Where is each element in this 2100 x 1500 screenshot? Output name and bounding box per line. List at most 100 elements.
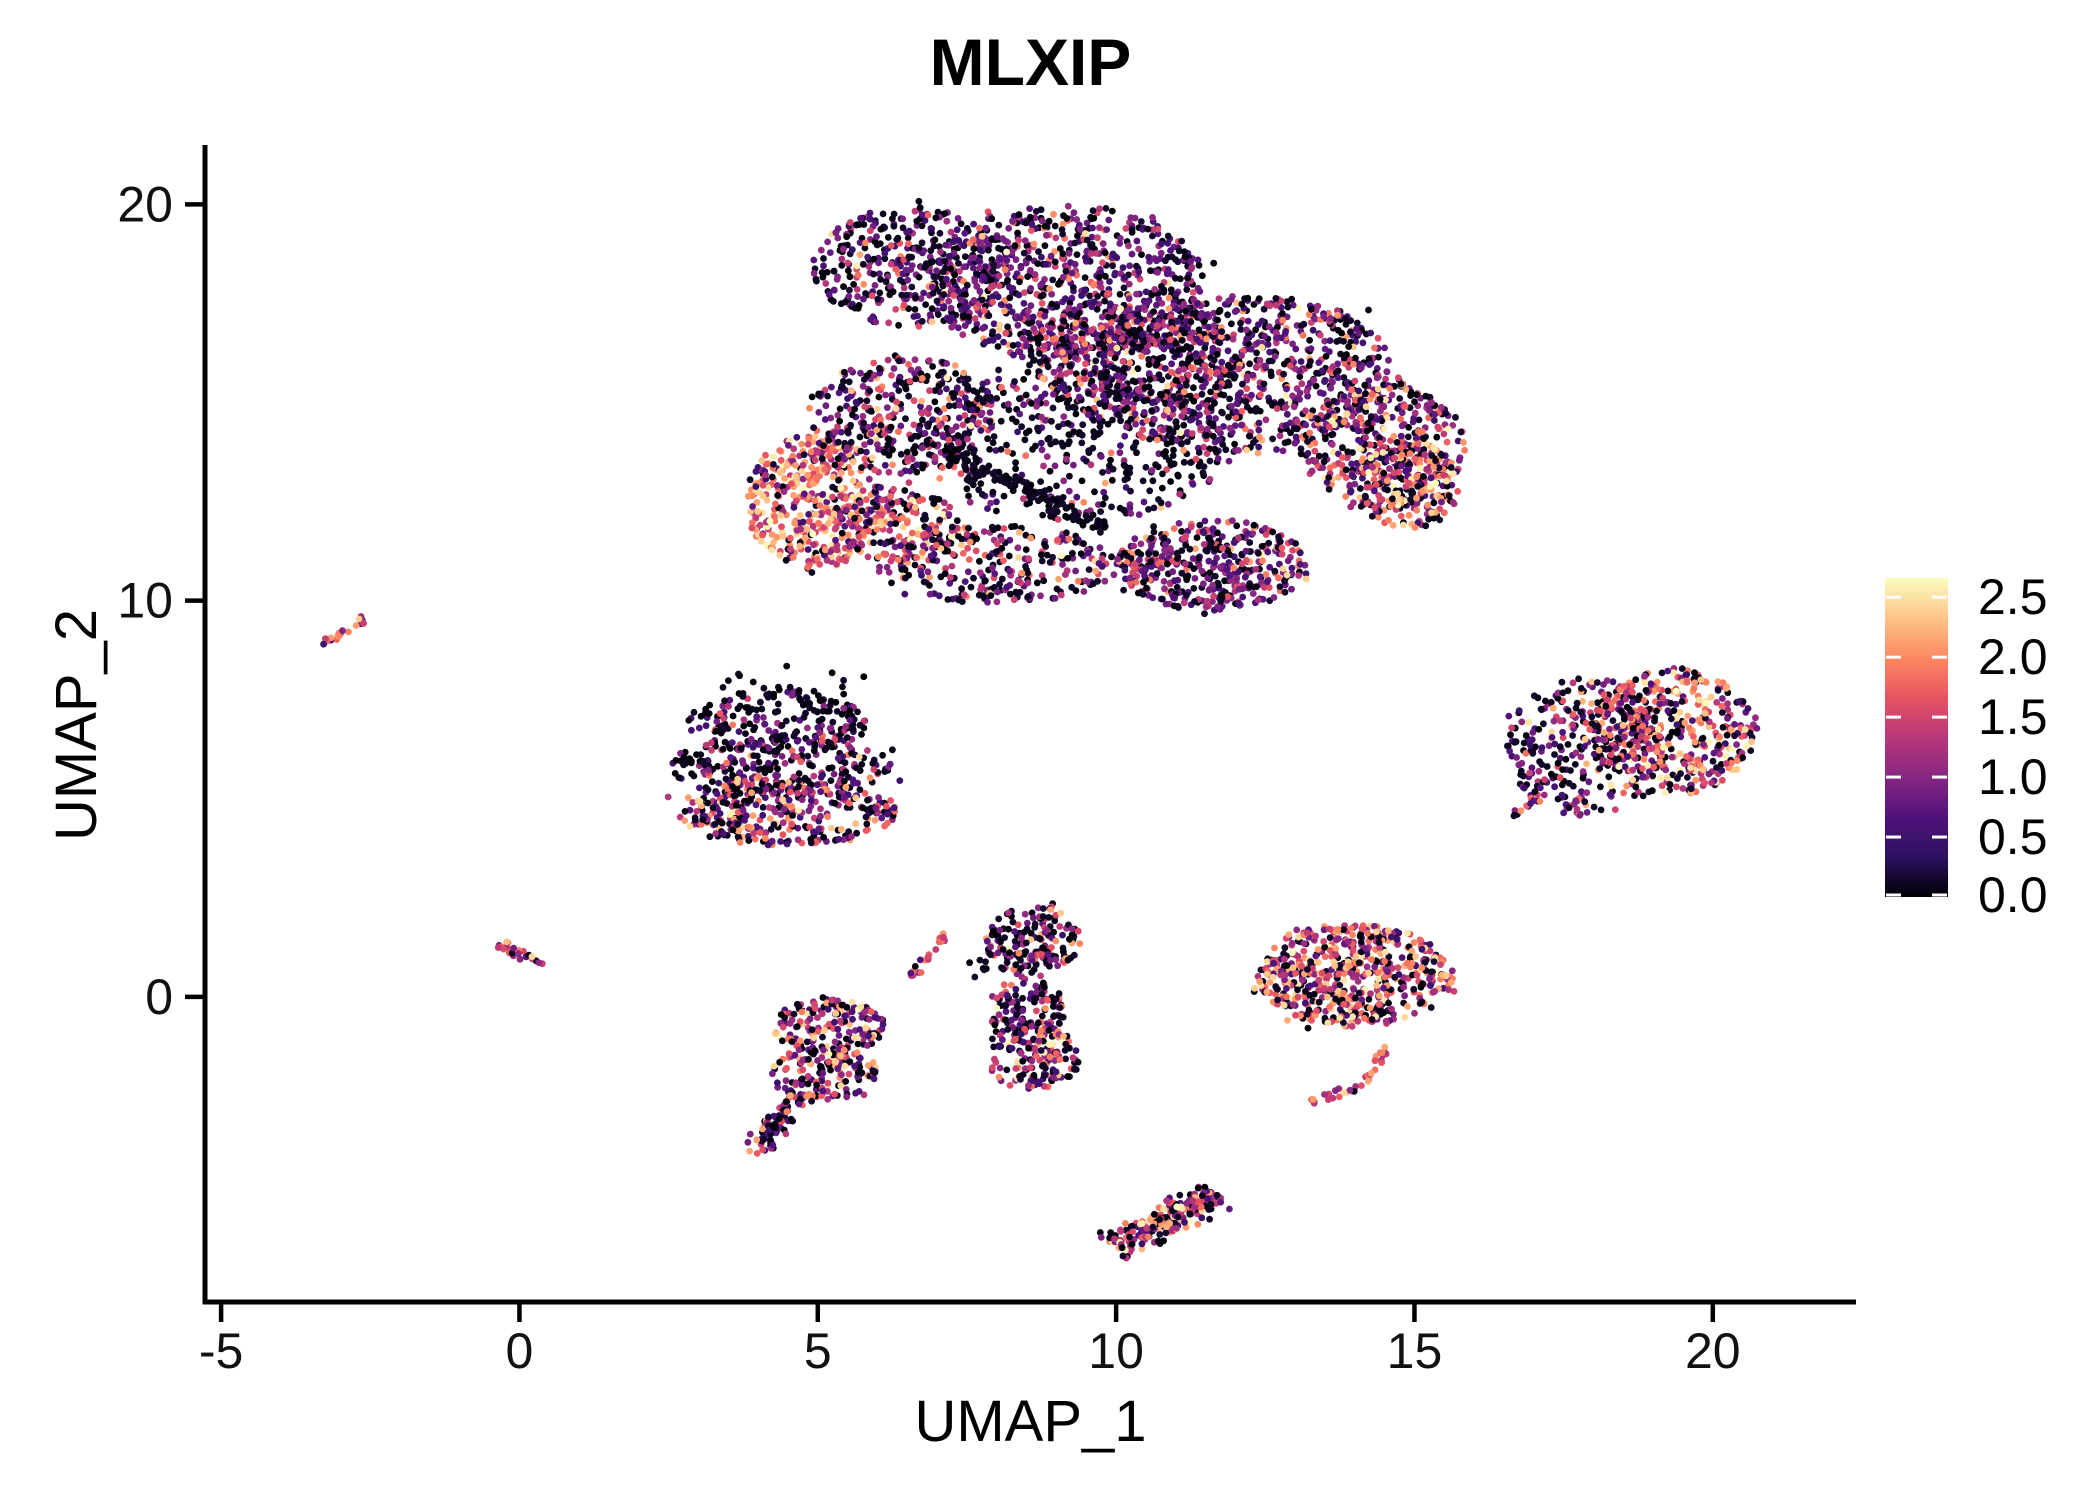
cell-point [830, 510, 838, 518]
cell-point [1108, 553, 1115, 561]
cell-point [757, 537, 765, 545]
cell-point [1052, 234, 1060, 242]
cell-point [1014, 229, 1021, 237]
cell-point [1270, 594, 1278, 601]
cell-point [887, 557, 895, 565]
cell-point [1238, 352, 1245, 359]
cell-point [1148, 291, 1156, 299]
cell-point [931, 273, 938, 280]
cell-point [1060, 317, 1068, 325]
cell-point [1326, 337, 1334, 344]
cell-point [1082, 254, 1089, 261]
cell-point [1130, 542, 1138, 550]
cell-point [1296, 560, 1304, 568]
cell-point [845, 378, 853, 386]
cell-point [1225, 297, 1233, 305]
cell-point [1135, 511, 1143, 518]
cell-point [1016, 395, 1023, 403]
cell-point [1241, 295, 1248, 303]
cell-point [1367, 413, 1375, 420]
cell-point [1304, 438, 1311, 445]
cell-point [1024, 593, 1032, 600]
cell-point [1379, 449, 1387, 456]
cell-point [1054, 536, 1062, 544]
cell-point [858, 464, 865, 471]
cell-point [1155, 496, 1162, 503]
cell-point [826, 452, 833, 460]
cell-point [1235, 447, 1242, 454]
cell-point [951, 271, 958, 279]
cell-point [1125, 328, 1133, 336]
cell-point [948, 286, 955, 293]
cell-point [990, 320, 998, 328]
cell-point [1302, 421, 1310, 429]
cell-point [1200, 541, 1208, 548]
cell-point [1094, 234, 1101, 242]
cell-point [1328, 441, 1336, 448]
cell-point [861, 455, 869, 463]
cell-point [1253, 363, 1261, 370]
cell-point [975, 591, 983, 599]
cell-point [1222, 446, 1230, 454]
cell-point [982, 263, 989, 271]
cell-point [925, 525, 933, 533]
cell-point [1164, 266, 1172, 273]
cell-point [961, 412, 969, 419]
cell-point [1226, 572, 1233, 580]
cell-point [1064, 554, 1072, 562]
cell-point [1084, 411, 1092, 418]
cell-point [1196, 339, 1204, 346]
cell-point [895, 387, 903, 394]
cell-point [926, 582, 933, 589]
cell-point [1238, 407, 1246, 415]
cell-point [1049, 276, 1057, 284]
cell-point [1182, 560, 1189, 568]
cell-point [866, 209, 874, 217]
cell-point [1014, 321, 1022, 329]
cell-point [1264, 548, 1272, 556]
cell-point [1101, 577, 1109, 585]
cell-point [966, 498, 974, 506]
cell-point [1187, 258, 1194, 266]
cell-point [1187, 265, 1195, 273]
cell-point [1235, 534, 1242, 542]
cell-point [1229, 335, 1237, 343]
cell-point [953, 517, 961, 525]
cell-point [989, 267, 997, 275]
cell-point [1117, 417, 1124, 425]
cell-point [1283, 410, 1291, 418]
cell-point [1153, 570, 1161, 577]
cell-point [1311, 447, 1319, 455]
cell-point [903, 448, 911, 456]
cell-point [1418, 488, 1426, 495]
cell-point [1140, 409, 1148, 416]
cell-point [1137, 218, 1145, 225]
cell-point [1320, 458, 1328, 466]
cell-point [1307, 345, 1315, 352]
cell-point [856, 481, 863, 488]
cell-point [987, 592, 995, 599]
cell-point [1098, 324, 1105, 332]
cell-point [1321, 452, 1329, 460]
cell-point [1183, 343, 1191, 350]
cell-point [766, 517, 774, 525]
cell-point [1172, 339, 1180, 347]
cell-point [1000, 338, 1007, 346]
cell-point [940, 303, 948, 310]
cell-point [1260, 380, 1268, 388]
cell-point [1001, 266, 1009, 273]
cell-point [1073, 251, 1081, 258]
cell-point [960, 242, 968, 250]
cell-point [885, 468, 893, 476]
cell-point [1255, 550, 1262, 557]
cell-point [1198, 567, 1206, 575]
cell-point [1069, 284, 1077, 291]
cell-point [1149, 594, 1157, 602]
cell-point [1046, 285, 1053, 292]
cell-point [1005, 225, 1013, 232]
cell-point [856, 433, 864, 441]
cell-point [857, 215, 865, 222]
cell-point [956, 401, 964, 409]
cell-point [893, 398, 900, 406]
cell-point [1198, 390, 1206, 398]
